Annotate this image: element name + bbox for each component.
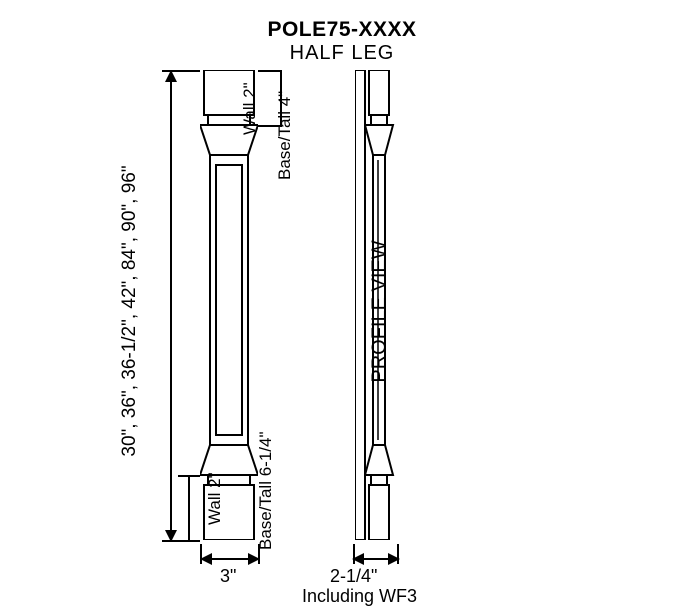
bot-bracket (188, 475, 190, 540)
dim-tick (397, 544, 399, 564)
front-width-line (210, 558, 248, 560)
sub-title: HALF LEG (0, 42, 684, 65)
profile-width-line (362, 558, 388, 560)
bot-wall-label: Wall 2" (205, 435, 225, 525)
dim-tick (178, 540, 200, 542)
main-title: POLE75-XXXX (0, 18, 684, 42)
dim-tick (353, 544, 355, 564)
height-dimension: 30", 36", 36-1/2", 42", 84", 90", 96" (119, 71, 141, 551)
dim-tick (162, 70, 200, 72)
dim-tick (200, 544, 202, 564)
front-width-label: 3" (220, 566, 236, 587)
profile-width-label: 2-1/4" (330, 566, 377, 587)
drawing-area: 30", 36", 36-1/2", 42", 84", 90", 96" Wa… (100, 70, 580, 600)
top-wall-label: Wall 2" (240, 45, 260, 135)
top-base-label: Base/Tall 4" (275, 60, 295, 180)
profile-note: Including WF3 (302, 586, 417, 607)
dim-tick (258, 544, 260, 564)
profile-view-label: PROFILE VIEW (369, 212, 392, 412)
height-dim-line (170, 78, 172, 534)
bot-base-label: Base/Tall 6-1/4" (256, 390, 276, 550)
